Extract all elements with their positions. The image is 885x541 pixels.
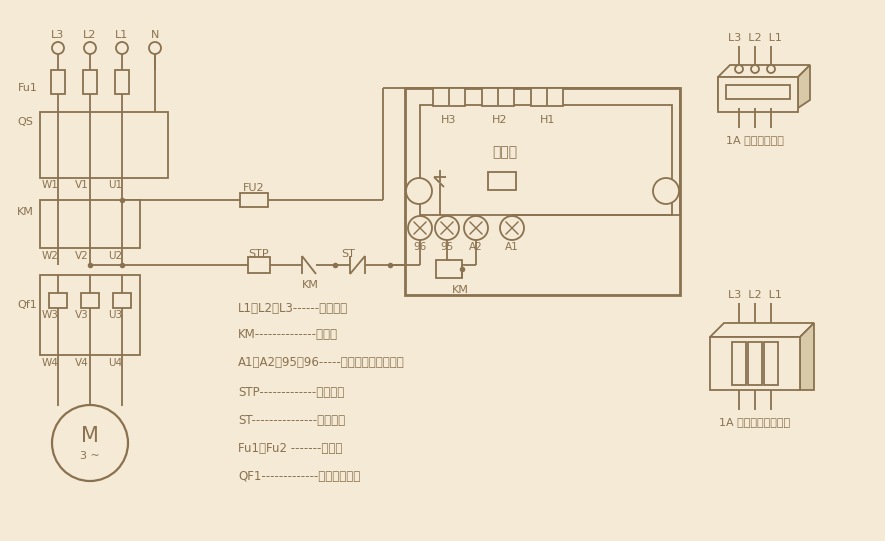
Text: ST---------------启动按钮: ST---------------启动按钮 [238, 413, 345, 426]
Circle shape [435, 216, 459, 240]
Bar [482, 88, 514, 106]
Text: L3  L2  L1: L3 L2 L1 [728, 33, 782, 43]
Bar [531, 88, 563, 106]
Polygon shape [800, 323, 814, 390]
Bar [433, 88, 465, 106]
Text: Qf1: Qf1 [17, 300, 37, 310]
Text: STP: STP [249, 249, 269, 259]
Text: KM: KM [302, 280, 319, 290]
Text: 1A 以下各相三次穿心: 1A 以下各相三次穿心 [720, 417, 790, 427]
Text: KM: KM [17, 207, 34, 217]
Text: FU2: FU2 [243, 183, 265, 193]
Circle shape [149, 42, 161, 54]
Text: 保护器: 保护器 [492, 145, 518, 159]
Circle shape [464, 216, 488, 240]
Bar [710, 337, 800, 390]
Circle shape [653, 178, 679, 204]
Text: A2: A2 [469, 242, 483, 252]
Text: KM: KM [451, 285, 468, 295]
Circle shape [406, 178, 432, 204]
Text: L1: L1 [115, 30, 128, 40]
Text: H3: H3 [442, 115, 457, 125]
Bar [436, 260, 462, 278]
Polygon shape [798, 65, 810, 108]
Text: V3: V3 [75, 310, 89, 320]
Text: Fu1、Fu2 -------熔断器: Fu1、Fu2 -------熔断器 [238, 441, 342, 454]
Text: V1: V1 [75, 180, 89, 190]
Circle shape [52, 42, 64, 54]
Bar [240, 193, 268, 207]
Text: W2: W2 [42, 251, 58, 261]
Bar [718, 77, 798, 108]
Bar [488, 172, 516, 190]
Text: U4: U4 [108, 358, 122, 368]
Text: 96: 96 [413, 242, 427, 252]
Text: A1: A1 [505, 242, 519, 252]
Text: QS: QS [17, 117, 33, 127]
Text: L3  L2  L1: L3 L2 L1 [728, 290, 782, 300]
Bar [732, 342, 746, 385]
Circle shape [500, 216, 524, 240]
Text: 1A 以上一次穿心: 1A 以上一次穿心 [726, 135, 784, 145]
Text: QF1-------------电动机保护器: QF1-------------电动机保护器 [238, 470, 360, 483]
Text: U1: U1 [108, 180, 122, 190]
Circle shape [735, 65, 743, 73]
Bar [83, 70, 97, 94]
Bar [49, 293, 67, 308]
Text: V4: V4 [75, 358, 89, 368]
Text: A1、A2、95、96-----保护器接线端子号码: A1、A2、95、96-----保护器接线端子号码 [238, 355, 404, 368]
Polygon shape [710, 323, 814, 337]
Bar [51, 70, 65, 94]
Text: STP-------------停止按钮: STP-------------停止按钮 [238, 386, 344, 399]
Text: W3: W3 [42, 310, 58, 320]
Text: ST: ST [341, 249, 355, 259]
Bar [113, 293, 131, 308]
Bar [40, 200, 140, 248]
Text: U2: U2 [108, 251, 122, 261]
Bar [748, 342, 762, 385]
Text: L1、L2、L3------三相电源: L1、L2、L3------三相电源 [238, 301, 348, 314]
Bar [40, 112, 168, 178]
Text: L3: L3 [51, 30, 65, 40]
Text: V2: V2 [75, 251, 89, 261]
Circle shape [84, 42, 96, 54]
Polygon shape [718, 65, 810, 77]
Text: W1: W1 [42, 180, 58, 190]
Text: W4: W4 [42, 358, 58, 368]
Text: 3 ~: 3 ~ [81, 451, 100, 461]
Text: 95: 95 [441, 242, 454, 252]
Text: KM--------------接触器: KM--------------接触器 [238, 328, 338, 341]
Bar [81, 293, 99, 308]
Bar [248, 257, 270, 273]
Text: N: N [150, 30, 159, 40]
Text: H2: H2 [492, 115, 508, 125]
Circle shape [408, 216, 432, 240]
Bar [726, 85, 790, 99]
Bar [405, 88, 680, 295]
Bar [764, 342, 778, 385]
Text: H1: H1 [541, 115, 556, 125]
Text: M: M [81, 426, 99, 446]
Bar [40, 275, 140, 355]
Circle shape [52, 405, 128, 481]
Text: Fu1: Fu1 [18, 83, 38, 93]
Circle shape [767, 65, 775, 73]
Bar [420, 105, 672, 215]
Text: U3: U3 [108, 310, 122, 320]
Text: L2: L2 [83, 30, 96, 40]
Circle shape [116, 42, 128, 54]
Bar [115, 70, 129, 94]
Bar [718, 77, 798, 112]
Circle shape [751, 65, 759, 73]
